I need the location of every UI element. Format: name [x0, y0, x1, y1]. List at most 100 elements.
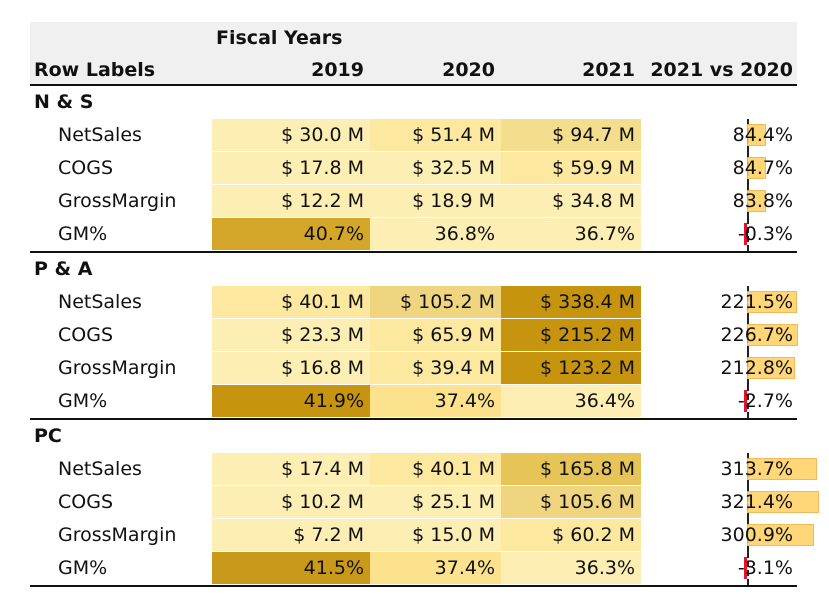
- variance-value: -0.3%: [737, 223, 793, 245]
- variance-value: 83.8%: [732, 190, 793, 212]
- value-cell-2020[interactable]: $ 40.1 M: [370, 453, 501, 486]
- table-row[interactable]: NetSales $ 30.0 M $ 51.4 M $ 94.7 M 84.4%: [30, 119, 797, 152]
- variance-cell[interactable]: -3.1%: [641, 552, 797, 585]
- data-bar: [744, 557, 747, 579]
- value-cell-2020[interactable]: $ 15.0 M: [370, 519, 501, 552]
- value-cell-2021[interactable]: $ 94.7 M: [501, 119, 641, 152]
- value-cell-2019[interactable]: 40.7%: [212, 218, 370, 251]
- group-header-row[interactable]: N & S: [30, 86, 797, 119]
- variance-cell[interactable]: 84.4%: [641, 119, 797, 152]
- data-bar: [744, 223, 747, 245]
- table-row[interactable]: GM% 41.5% 37.4% 36.3% -3.1%: [30, 552, 797, 587]
- value-cell-2019[interactable]: $ 12.2 M: [212, 185, 370, 218]
- table-row[interactable]: GM% 40.7% 36.8% 36.7% -0.3%: [30, 218, 797, 253]
- row-label: NetSales: [58, 291, 142, 313]
- value-cell-2020[interactable]: $ 105.2 M: [370, 286, 501, 319]
- value-cell-2019[interactable]: $ 7.2 M: [212, 519, 370, 552]
- variance-cell[interactable]: 313.7%: [641, 453, 818, 486]
- column-header-2019[interactable]: 2019: [311, 59, 364, 81]
- variance-cell[interactable]: 300.9%: [641, 519, 815, 552]
- data-bar: [744, 390, 747, 412]
- table-row[interactable]: GrossMargin $ 7.2 M $ 15.0 M $ 60.2 M 300.9%: [30, 519, 815, 552]
- table-row[interactable]: GrossMargin $ 16.8 M $ 39.4 M $ 123.2 M 212.…: [30, 352, 797, 385]
- value-cell-2020[interactable]: 37.4%: [370, 552, 501, 585]
- row-label: NetSales: [58, 124, 142, 146]
- value-cell-2021[interactable]: $ 59.9 M: [501, 152, 641, 185]
- value-cell-2021[interactable]: 36.7%: [501, 218, 641, 251]
- value-cell-2019[interactable]: $ 10.2 M: [212, 486, 370, 519]
- row-label: GM%: [58, 223, 108, 245]
- value-cell-2021[interactable]: $ 215.2 M: [501, 319, 641, 352]
- data-bar: [747, 491, 819, 513]
- row-label: GM%: [58, 557, 108, 579]
- value-cell-2020[interactable]: 37.4%: [370, 385, 501, 418]
- value-cell-2021[interactable]: $ 165.8 M: [501, 453, 641, 486]
- variance-value: 84.4%: [732, 124, 793, 146]
- value-cell-2020[interactable]: $ 39.4 M: [370, 352, 501, 385]
- variance-cell[interactable]: 84.7%: [641, 152, 797, 185]
- value-cell-2019[interactable]: $ 40.1 M: [212, 286, 370, 319]
- value-cell-2021[interactable]: $ 105.6 M: [501, 486, 641, 519]
- variance-cell[interactable]: 221.5%: [641, 286, 797, 319]
- row-label: GM%: [58, 390, 108, 412]
- row-label: GrossMargin: [58, 190, 177, 212]
- table-row[interactable]: COGS $ 17.8 M $ 32.5 M $ 59.9 M 84.7%: [30, 152, 797, 185]
- value-cell-2021[interactable]: 36.3%: [501, 552, 641, 585]
- variance-cell[interactable]: 226.7%: [641, 319, 798, 352]
- data-bar: [747, 324, 798, 346]
- variance-value: 84.7%: [732, 157, 793, 179]
- row-labels-header[interactable]: Row Labels: [34, 59, 156, 81]
- column-header-2021-vs-2020[interactable]: 2021 vs 2020: [650, 59, 793, 81]
- value-cell-2020[interactable]: $ 32.5 M: [370, 152, 501, 185]
- table-row[interactable]: NetSales $ 17.4 M $ 40.1 M $ 165.8 M 313.7%: [30, 453, 818, 486]
- row-label: NetSales: [58, 458, 142, 480]
- value-cell-2021[interactable]: 36.4%: [501, 385, 641, 418]
- group-header-row[interactable]: PC: [30, 420, 797, 453]
- data-bar-axis: [747, 552, 749, 585]
- variance-value: 300.9%: [720, 524, 793, 546]
- value-cell-2020[interactable]: 36.8%: [370, 218, 501, 251]
- value-cell-2019[interactable]: 41.5%: [212, 552, 370, 585]
- variance-value: -3.1%: [737, 557, 793, 579]
- row-label: GrossMargin: [58, 524, 177, 546]
- table-row[interactable]: COGS $ 23.3 M $ 65.9 M $ 215.2 M 226.7%: [30, 319, 798, 352]
- table-row[interactable]: GM% 41.9% 37.4% 36.4% -2.7%: [30, 385, 797, 420]
- column-header-2021[interactable]: 2021: [582, 59, 635, 81]
- value-cell-2019[interactable]: $ 30.0 M: [212, 119, 370, 152]
- data-bar: [747, 458, 818, 480]
- variance-cell[interactable]: 321.4%: [641, 486, 819, 519]
- row-label: COGS: [58, 491, 114, 513]
- value-cell-2020[interactable]: $ 18.9 M: [370, 185, 501, 218]
- value-cell-2020[interactable]: $ 51.4 M: [370, 119, 501, 152]
- column-header-2020[interactable]: 2020: [442, 59, 495, 81]
- value-cell-2021[interactable]: $ 123.2 M: [501, 352, 641, 385]
- value-cell-2021[interactable]: $ 60.2 M: [501, 519, 641, 552]
- table-row[interactable]: COGS $ 10.2 M $ 25.1 M $ 105.6 M 321.4%: [30, 486, 819, 519]
- variance-value: -2.7%: [737, 390, 793, 412]
- group-label: PC: [34, 425, 62, 447]
- value-cell-2019[interactable]: $ 17.8 M: [212, 152, 370, 185]
- data-bar: [747, 157, 766, 179]
- variance-cell[interactable]: -2.7%: [641, 385, 797, 418]
- table-row[interactable]: GrossMargin $ 12.2 M $ 18.9 M $ 34.8 M 83.8%: [30, 185, 797, 218]
- column-group-title[interactable]: Fiscal Years: [216, 27, 343, 49]
- data-bar-axis: [747, 218, 749, 251]
- variance-cell[interactable]: 212.8%: [641, 352, 797, 385]
- value-cell-2020[interactable]: $ 65.9 M: [370, 319, 501, 352]
- value-cell-2019[interactable]: $ 16.8 M: [212, 352, 370, 385]
- table-row[interactable]: NetSales $ 40.1 M $ 105.2 M $ 338.4 M 221.5%: [30, 286, 797, 319]
- variance-value: 221.5%: [720, 291, 793, 313]
- variance-value: 313.7%: [720, 458, 793, 480]
- group-header-row[interactable]: P & A: [30, 253, 797, 286]
- value-cell-2019[interactable]: $ 17.4 M: [212, 453, 370, 486]
- value-cell-2021[interactable]: $ 338.4 M: [501, 286, 641, 319]
- data-bar: [747, 190, 766, 212]
- row-label: COGS: [58, 324, 114, 346]
- variance-cell[interactable]: -0.3%: [641, 218, 797, 251]
- value-cell-2020[interactable]: $ 25.1 M: [370, 486, 501, 519]
- value-cell-2021[interactable]: $ 34.8 M: [501, 185, 641, 218]
- value-cell-2019[interactable]: 41.9%: [212, 385, 370, 418]
- pivot-table: Fiscal Years Row Labels 2019 2020 2021 2…: [30, 22, 819, 587]
- variance-cell[interactable]: 83.8%: [641, 185, 797, 218]
- value-cell-2019[interactable]: $ 23.3 M: [212, 319, 370, 352]
